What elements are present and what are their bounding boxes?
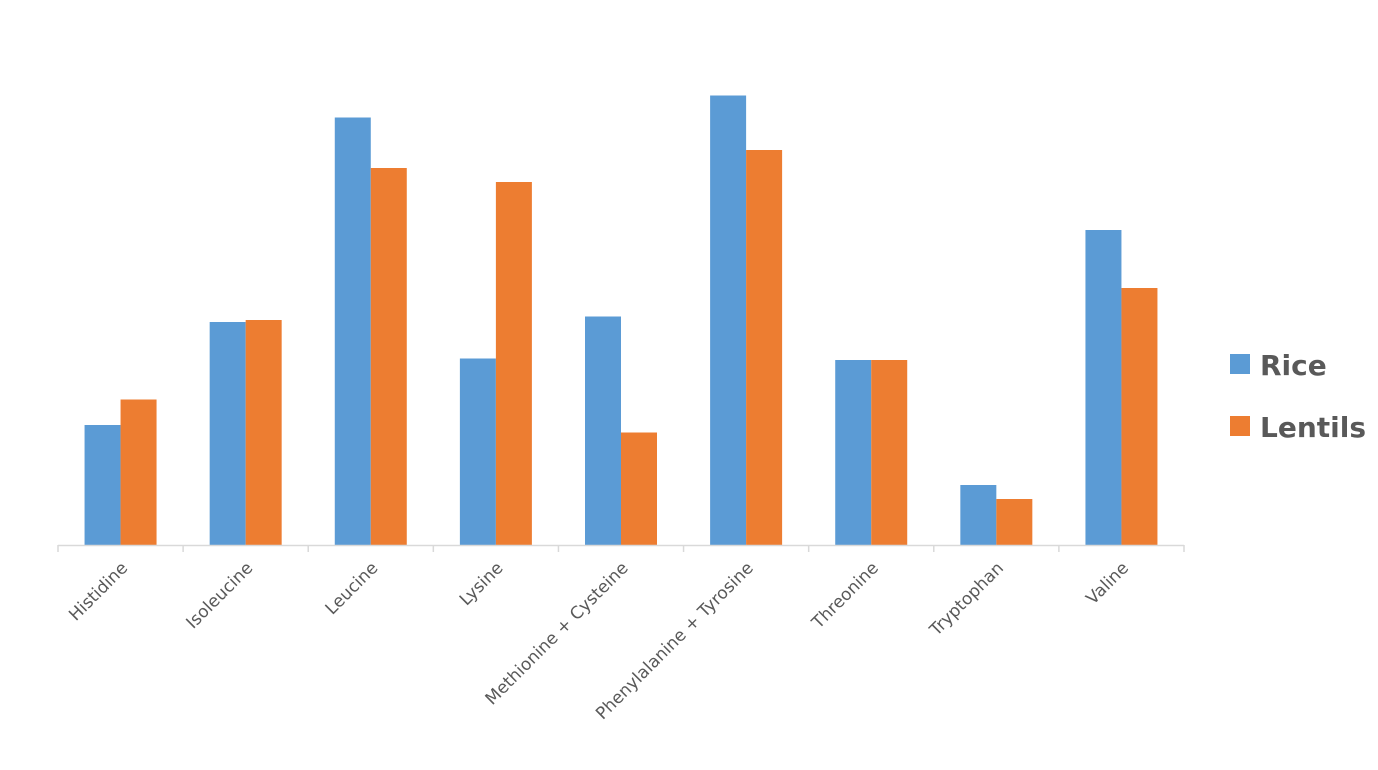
bars-group (84, 95, 1158, 545)
x-tick-label-leucine: Leucine (322, 558, 383, 619)
bar-rice-phenylalanine-tyrosine (710, 95, 747, 545)
x-tick-label-isoleucine: Isoleucine (183, 558, 258, 633)
bar-lentils-phenylalanine-tyrosine (746, 150, 783, 545)
x-tick-label-threonine: Threonine (808, 558, 883, 633)
bar-rice-methionine-cysteine (585, 316, 621, 545)
bar-lentils-threonine (871, 360, 908, 545)
bar-rice-threonine (835, 360, 872, 545)
bar-rice-lysine (459, 358, 496, 545)
x-tick-label-tryptophan: Tryptophan (925, 558, 1007, 640)
bar-lentils-tryptophan (996, 499, 1033, 545)
x-tick-labels: Histidine Isoleucine Leucine LysineMethioni… (65, 558, 1133, 723)
bar-rice-histidine (84, 425, 121, 545)
legend-swatch-lentils (1230, 416, 1250, 436)
bar-rice-leucine (334, 117, 371, 545)
bar-lentils-methionine-cysteine (621, 432, 657, 545)
x-axis (57, 544, 1185, 552)
legend-label-rice: Rice (1260, 349, 1327, 382)
x-tick-label-lysine: Lysine (456, 558, 507, 609)
legend-swatch-rice (1230, 354, 1250, 374)
x-tick-label-valine: Valine (1082, 558, 1133, 609)
x-tick-label-methionine-cysteine: Methionine + Cysteine (482, 558, 633, 709)
bar-rice-valine (1085, 230, 1122, 545)
bar-rice-isoleucine (209, 322, 246, 545)
bar-lentils-isoleucine (245, 320, 282, 545)
bar-lentils-lysine (495, 182, 532, 545)
legend: Rice Lentils (1230, 349, 1366, 444)
bar-lentils-leucine (370, 168, 407, 545)
bar-lentils-histidine (120, 399, 157, 545)
bar-rice-tryptophan (960, 485, 997, 545)
x-tick-label-histidine: Histidine (65, 558, 132, 625)
bar-lentils-valine (1121, 288, 1158, 545)
legend-label-lentils: Lentils (1260, 411, 1366, 444)
